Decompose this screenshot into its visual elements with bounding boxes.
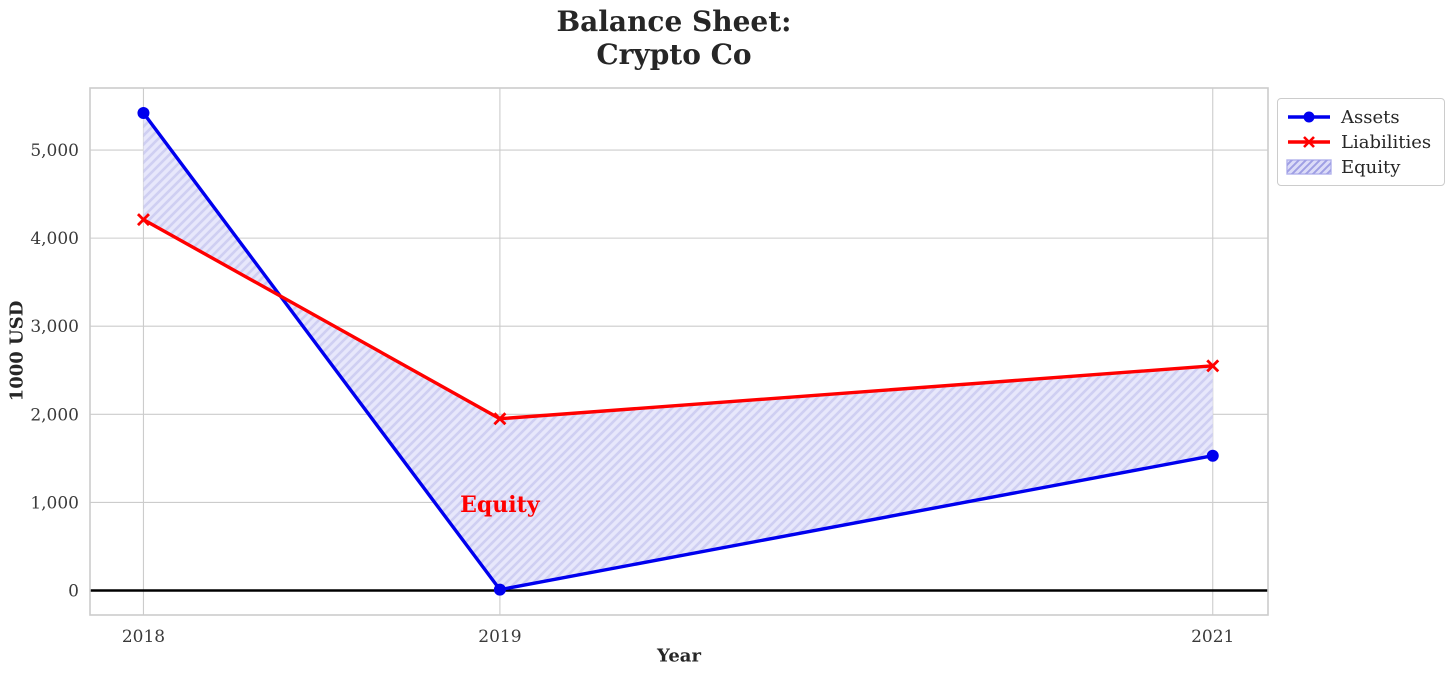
legend-row-liabilities: Liabilities — [1286, 130, 1436, 154]
equity-patch-icon — [1286, 159, 1332, 175]
legend-label-liabilities: Liabilities — [1341, 131, 1432, 153]
svg-text:2018: 2018 — [122, 627, 165, 647]
svg-text:0: 0 — [68, 581, 79, 601]
equity-annotation: Equity — [460, 492, 541, 518]
chart-title-line2: Crypto Co — [596, 38, 752, 71]
svg-text:3,000: 3,000 — [30, 317, 79, 337]
legend-label-assets: Assets — [1341, 106, 1400, 128]
legend-row-assets: Assets — [1286, 105, 1436, 129]
liabilities-line-icon — [1288, 136, 1330, 148]
chart-title: Balance Sheet: Crypto Co — [556, 5, 791, 71]
assets-line-icon — [1288, 111, 1330, 123]
legend-row-equity: Equity — [1286, 155, 1436, 179]
svg-text:1,000: 1,000 — [30, 493, 79, 513]
svg-text:2,000: 2,000 — [30, 405, 79, 425]
chart-title-line1: Balance Sheet: — [556, 5, 792, 38]
x-axis-label: Year — [657, 645, 701, 667]
svg-text:5,000: 5,000 — [30, 141, 79, 161]
svg-text:2019: 2019 — [478, 627, 521, 647]
legend: Assets Liabilities Equity — [1277, 98, 1445, 186]
svg-text:4,000: 4,000 — [30, 229, 79, 249]
svg-text:2021: 2021 — [1191, 627, 1234, 647]
y-axis-label: 1000 USD — [6, 300, 28, 402]
legend-label-equity: Equity — [1341, 156, 1401, 178]
